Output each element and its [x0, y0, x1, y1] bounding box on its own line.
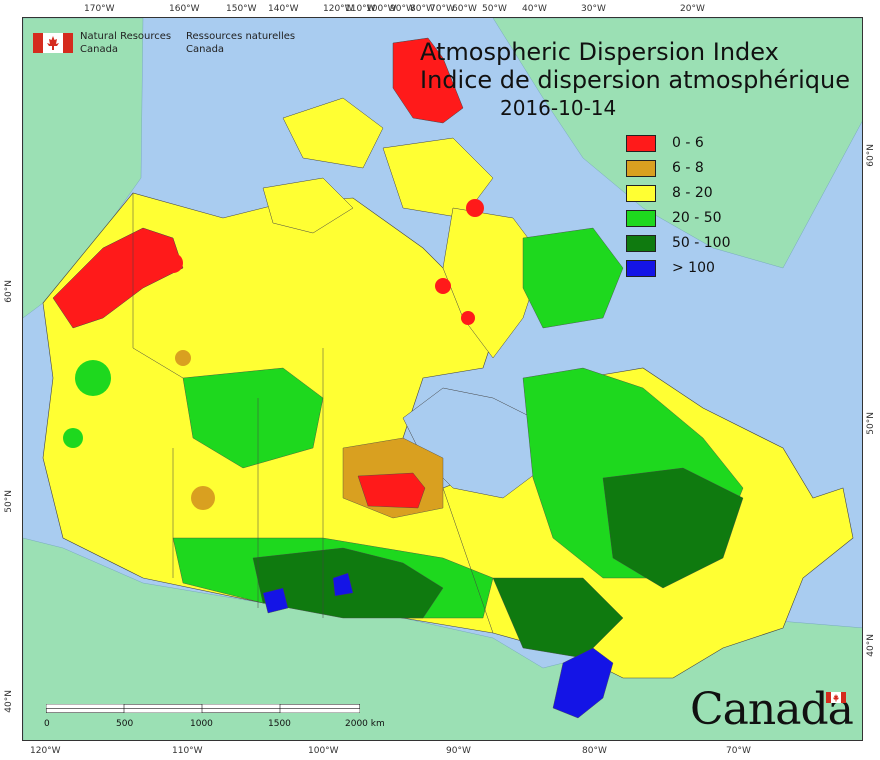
org-name-en-line1: Natural Resources — [80, 31, 172, 42]
left-label: 40°N — [4, 690, 14, 713]
top-label: 40°W — [522, 4, 547, 14]
scale-label: 0 — [44, 719, 50, 729]
scale-label: 1500 — [268, 719, 291, 729]
manitoba-blue-2 — [332, 572, 354, 597]
map-frame — [22, 17, 863, 741]
legend-swatch — [626, 209, 656, 227]
top-label: 60°W — [452, 4, 477, 14]
org-name-en-line2: Canada — [80, 44, 119, 55]
spot-red-3 — [461, 311, 475, 325]
legend-swatch — [626, 259, 656, 277]
top-label: 80°W — [410, 4, 435, 14]
bottom-label: 100°W — [308, 746, 339, 756]
arctic-island-3 — [262, 177, 354, 234]
legend-item: 50 - 100 — [626, 234, 731, 252]
top-label: 140°W — [268, 4, 299, 14]
org-name-fr-line2: Canada — [186, 44, 225, 55]
ontario-dark-green — [492, 577, 624, 659]
legend-swatch — [626, 159, 656, 177]
provincial-borders — [132, 193, 494, 634]
map-title-en: Atmospheric Dispersion Index — [420, 38, 779, 66]
arctic-island-1 — [282, 97, 384, 169]
org-name-fr: Ressources naturelles Canada — [186, 30, 295, 56]
ellesmere-red — [392, 37, 464, 124]
top-label: 120°W — [323, 4, 354, 14]
bottom-label: 120°W — [30, 746, 61, 756]
top-label: 70°W — [430, 4, 455, 14]
spot-orange-1 — [175, 350, 191, 366]
bottom-label: 70°W — [726, 746, 751, 756]
legend-label: 20 - 50 — [672, 210, 722, 226]
top-label: 100°W — [366, 4, 397, 14]
arctic-island-2 — [382, 137, 494, 219]
spot-green-2 — [63, 428, 83, 448]
canada-flag-icon — [33, 33, 73, 53]
map-canvas — [23, 18, 862, 740]
top-label: 170°W — [84, 4, 115, 14]
legend-label: > 100 — [672, 260, 715, 276]
ontario-blue — [552, 647, 614, 719]
manitoba-blue — [262, 587, 289, 614]
legend-item: 20 - 50 — [626, 209, 722, 227]
legend-item: 6 - 8 — [626, 159, 704, 177]
labrador-green — [522, 227, 624, 329]
greenland-land — [492, 18, 862, 269]
scale-label: 1000 — [190, 719, 213, 729]
legend-item: 8 - 20 — [626, 184, 713, 202]
legend-swatch — [626, 134, 656, 152]
spot-green-1 — [75, 360, 111, 396]
legend-item: > 100 — [626, 259, 715, 277]
top-label: 150°W — [226, 4, 257, 14]
wordmark-flag-icon — [826, 692, 846, 703]
top-label: 50°W — [482, 4, 507, 14]
yukon-red — [52, 227, 184, 329]
spot-red-4 — [466, 199, 484, 217]
ontario-red — [357, 472, 426, 509]
scale-label: 2000 km — [345, 719, 385, 729]
left-label: 60°N — [4, 280, 14, 303]
scale-bar — [46, 704, 360, 713]
bottom-label: 110°W — [172, 746, 203, 756]
right-label: 50°N — [866, 412, 876, 435]
org-name-fr-line1: Ressources naturelles — [186, 31, 296, 42]
spot-red-1 — [163, 253, 183, 273]
top-label: 110°W — [345, 4, 376, 14]
legend-label: 8 - 20 — [672, 185, 713, 201]
legend-swatch — [626, 234, 656, 252]
top-label: 90°W — [390, 4, 415, 14]
legend-swatch — [626, 184, 656, 202]
map-date: 2016-10-14 — [500, 96, 617, 120]
bottom-label: 90°W — [446, 746, 471, 756]
legend-label: 6 - 8 — [672, 160, 704, 176]
top-label: 160°W — [169, 4, 200, 14]
spot-orange-2 — [191, 486, 215, 510]
left-label: 50°N — [4, 490, 14, 513]
spot-red-2 — [435, 278, 451, 294]
quebec-dark-green — [602, 467, 744, 589]
legend-item: 0 - 6 — [626, 134, 704, 152]
top-label: 20°W — [680, 4, 705, 14]
top-label: 30°W — [581, 4, 606, 14]
nwt-green — [182, 367, 324, 469]
scale-label: 500 — [116, 719, 134, 729]
right-label: 40°N — [866, 634, 876, 657]
map-title-fr: Indice de dispersion atmosphérique — [420, 66, 851, 94]
bottom-label: 80°W — [582, 746, 607, 756]
right-label: 60°N — [866, 144, 876, 167]
org-name-en: Natural Resources Canada — [80, 30, 171, 56]
legend-label: 50 - 100 — [672, 235, 731, 251]
legend-label: 0 - 6 — [672, 135, 704, 151]
